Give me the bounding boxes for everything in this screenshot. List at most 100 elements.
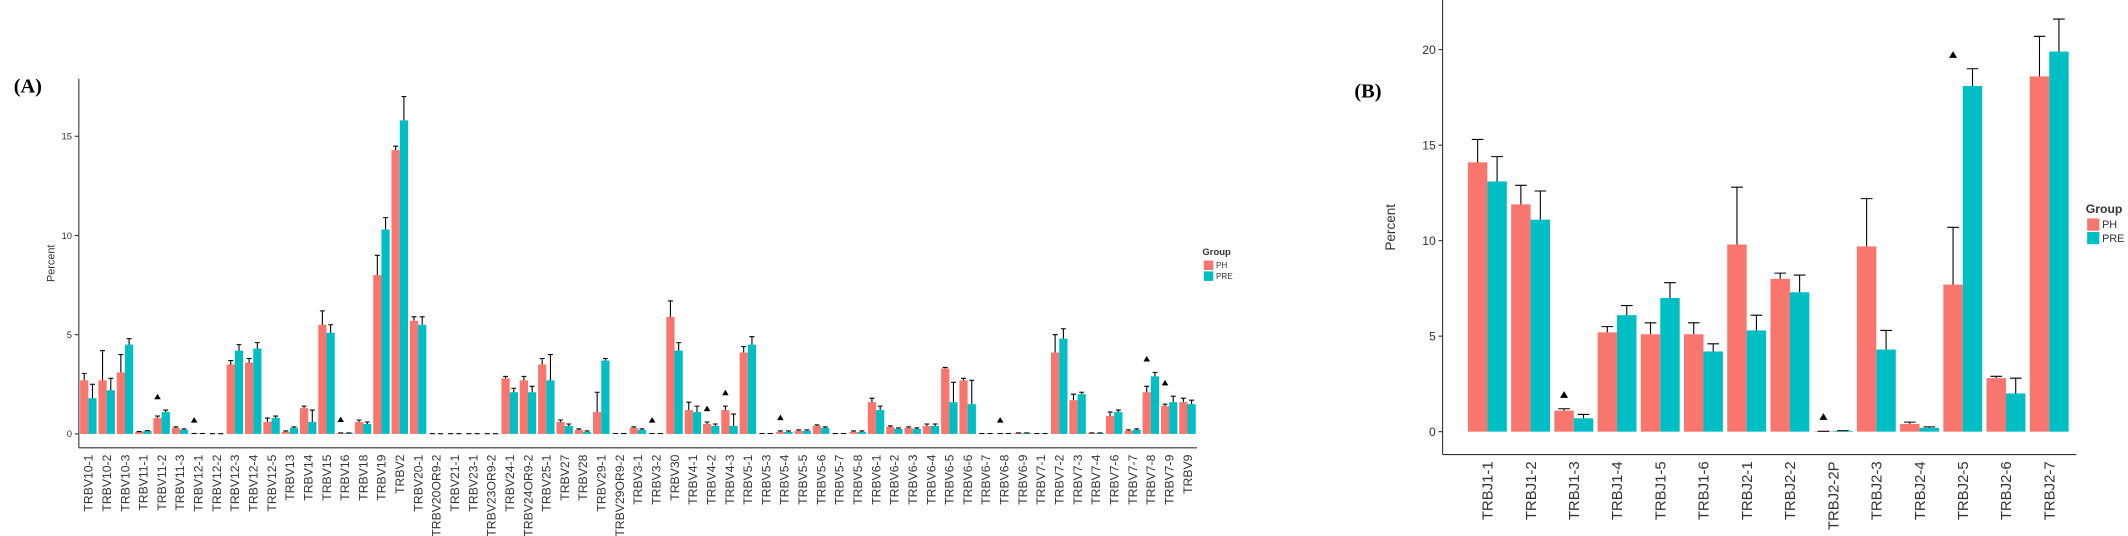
bar: [1132, 429, 1141, 434]
x-tick-label: TRBV5-5: [796, 454, 810, 504]
y-tick-label: 15: [1422, 138, 1436, 152]
bar: [1943, 284, 1963, 432]
bar: [1573, 418, 1594, 432]
x-tick-label: TRBJ2-7: [2041, 461, 2058, 520]
x-tick-label: TRBV6-2: [888, 454, 902, 504]
x-tick-label: TRBJ2-2P: [1825, 461, 1842, 530]
x-tick-label: TRBJ2-1: [1739, 461, 1756, 520]
legend-key: [2087, 232, 2100, 245]
x-tick-label: TRBV11-1: [137, 454, 151, 510]
bar: [501, 378, 510, 434]
y-tick-label: 10: [61, 231, 72, 242]
error-bar: [1966, 68, 1979, 86]
x-tick-label: TRBV7-2: [1053, 454, 1067, 504]
bar: [124, 344, 134, 434]
error-bar: [401, 96, 407, 121]
bar: [2049, 51, 2069, 432]
significance-marker: [1161, 379, 1169, 386]
error-bar: [777, 430, 783, 432]
legend-key: [1203, 260, 1214, 271]
error-bar: [558, 419, 563, 423]
bar: [1660, 297, 1680, 432]
bar: [574, 429, 583, 434]
bar: [354, 422, 364, 434]
error-bar: [694, 405, 700, 413]
bar: [876, 410, 885, 434]
x-tick-label: TRBJ1-5: [1652, 461, 1669, 520]
error-bar: [1125, 429, 1131, 431]
bar: [1059, 338, 1068, 434]
bar: [849, 431, 858, 434]
error-bar: [749, 336, 755, 345]
error-bar: [309, 409, 315, 423]
x-tick-label: TRBV15: [320, 454, 334, 500]
x-tick-label: TRBV3-2: [650, 454, 664, 504]
error-bar: [1923, 426, 1936, 428]
error-bar: [126, 338, 132, 345]
bar: [556, 422, 565, 434]
bar: [739, 352, 748, 434]
x-tick-label: TRBV7-4: [1089, 454, 1103, 504]
x-tick-label: TRBV11-3: [173, 454, 187, 510]
x-tick-label: TRBV30: [668, 454, 682, 500]
error-bar: [1079, 391, 1085, 395]
x-tick-label: TRBV6-1: [869, 454, 883, 504]
error-bar: [722, 405, 728, 411]
error-bar: [2053, 18, 2065, 52]
bar: [391, 150, 400, 434]
error-bar: [1750, 314, 1763, 331]
x-tick-label: TRBV25-1: [540, 454, 554, 511]
x-tick-label: TRBV12-5: [265, 454, 279, 511]
error-bar: [942, 366, 948, 369]
error-bar: [100, 350, 106, 381]
error-bar: [547, 353, 553, 381]
legend-label: PH: [1216, 261, 1227, 270]
error-bar: [173, 426, 179, 428]
error-bar: [686, 401, 692, 411]
x-tick-label: TRBV4-1: [686, 454, 700, 504]
panel-label: (A): [14, 75, 42, 97]
bar: [894, 428, 903, 434]
error-bar: [932, 423, 938, 426]
bar: [1187, 404, 1196, 434]
bar: [593, 412, 602, 434]
x-tick-label: TRBJ2-3: [1869, 461, 1886, 520]
bar: [135, 431, 144, 434]
bar: [784, 431, 793, 434]
error-bar: [1052, 334, 1058, 353]
bar: [1746, 330, 1767, 432]
bar: [281, 431, 290, 434]
bar: [949, 402, 958, 434]
significance-marker: [154, 393, 161, 400]
bar: [747, 344, 757, 434]
error-bar: [1471, 138, 1484, 163]
error-bar: [906, 426, 912, 428]
x-tick-label: TRBV28: [576, 454, 590, 500]
bar: [381, 229, 390, 434]
legend-title: Group: [2086, 202, 2123, 216]
error-bar: [1904, 421, 1916, 425]
error-bar: [924, 423, 930, 426]
bar: [967, 404, 976, 434]
error-bar: [1620, 305, 1633, 316]
legend-key: [2087, 218, 2100, 231]
error-bar: [1880, 329, 1892, 350]
error-bar: [877, 405, 883, 411]
legend-label: PH: [2102, 219, 2117, 231]
y-tick-label: 10: [1422, 234, 1436, 248]
error-bar: [521, 375, 527, 381]
error-bar: [1491, 156, 1503, 182]
bar: [684, 410, 693, 434]
error-bar: [667, 300, 673, 317]
bar: [802, 430, 812, 434]
error-bar: [796, 429, 802, 431]
legend-label: PRE: [2102, 233, 2124, 245]
bar: [674, 350, 683, 434]
error-bar: [887, 425, 893, 427]
bar: [409, 320, 419, 434]
bar: [941, 368, 950, 434]
x-tick-label: TRBV13: [283, 454, 297, 500]
error-bar: [254, 342, 260, 349]
error-bar: [786, 430, 792, 432]
bar: [629, 427, 638, 434]
